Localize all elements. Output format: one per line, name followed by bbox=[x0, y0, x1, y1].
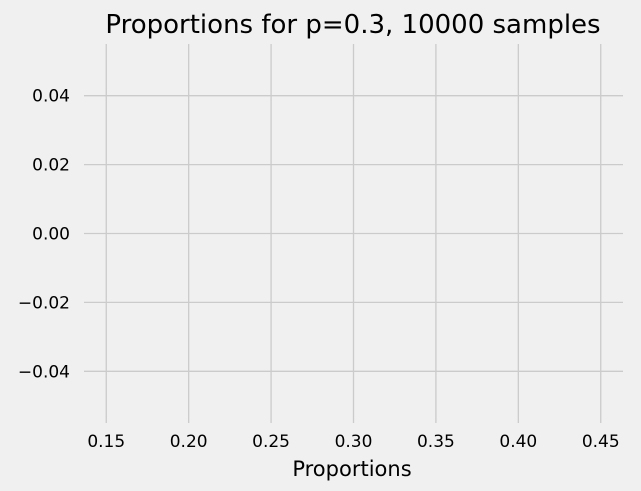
y-tick-label: 0.02 bbox=[32, 156, 70, 176]
y-tick-label: −0.02 bbox=[18, 293, 70, 313]
x-tick-label: 0.15 bbox=[87, 432, 125, 452]
x-tick-label: 0.25 bbox=[252, 432, 290, 452]
x-tick-label: 0.35 bbox=[417, 432, 455, 452]
y-tick-label: 0.04 bbox=[32, 87, 70, 107]
x-tick-label: 0.40 bbox=[499, 432, 537, 452]
y-tick-label: −0.04 bbox=[18, 362, 70, 382]
x-tick-label: 0.30 bbox=[335, 432, 373, 452]
y-tick-label: 0.00 bbox=[32, 225, 70, 245]
y-tick-labels: −0.04 −0.02 0.00 0.02 0.04 bbox=[18, 87, 70, 383]
x-axis-label: Proportions bbox=[292, 457, 411, 481]
x-tick-labels: 0.15 0.20 0.25 0.30 0.35 0.40 0.45 bbox=[87, 432, 619, 452]
y-gridlines bbox=[84, 95, 623, 372]
x-tick-label: 0.45 bbox=[582, 432, 620, 452]
chart-title: Proportions for p=0.3, 10000 samples bbox=[105, 10, 600, 40]
x-tick-label: 0.20 bbox=[170, 432, 208, 452]
